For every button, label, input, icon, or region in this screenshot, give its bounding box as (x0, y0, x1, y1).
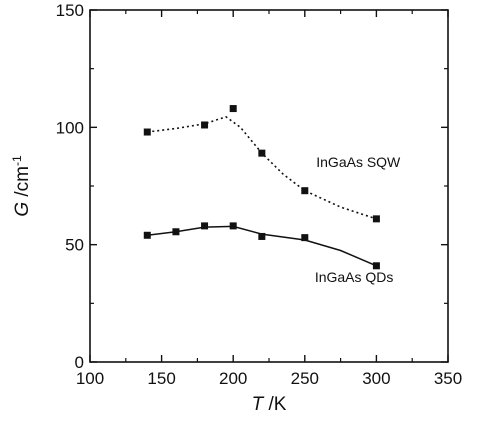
x-tick-label: 100 (76, 369, 104, 388)
data-point (229, 105, 237, 113)
y-tick-label: 100 (56, 118, 84, 137)
data-point (201, 121, 209, 129)
data-point (258, 149, 266, 157)
x-tick-label: 300 (362, 369, 390, 388)
x-axis-label-var: T (252, 394, 265, 415)
data-point (143, 231, 151, 239)
y-axis-label: G /cm-1 (10, 155, 33, 217)
y-axis-label-unit: /cm (12, 166, 33, 202)
y-axis-label-exp: -1 (10, 155, 24, 166)
series-label-qds: InGaAs QDs (315, 269, 394, 285)
data-point (372, 215, 380, 223)
y-tick-label: 150 (56, 1, 84, 20)
data-point (301, 234, 309, 242)
y-tick-label: 50 (65, 236, 84, 255)
series-line-1 (147, 225, 377, 267)
data-point (172, 228, 180, 236)
data-point (143, 128, 151, 136)
x-tick-label: 350 (434, 369, 462, 388)
x-tick-label: 200 (219, 369, 247, 388)
x-axis-label-unit: /K (263, 394, 287, 415)
x-axis-label: T /K (252, 394, 287, 415)
data-point (258, 232, 266, 240)
data-point (301, 187, 309, 195)
x-tick-label: 250 (291, 369, 319, 388)
data-point (372, 262, 380, 270)
plot-frame (89, 9, 449, 363)
y-axis-label-var: G (12, 202, 33, 217)
x-tick-label: 150 (147, 369, 175, 388)
data-point (201, 222, 209, 230)
y-tick-label: 0 (75, 353, 84, 372)
data-point (229, 222, 237, 230)
series-label-sqw: InGaAs SQW (316, 154, 401, 170)
